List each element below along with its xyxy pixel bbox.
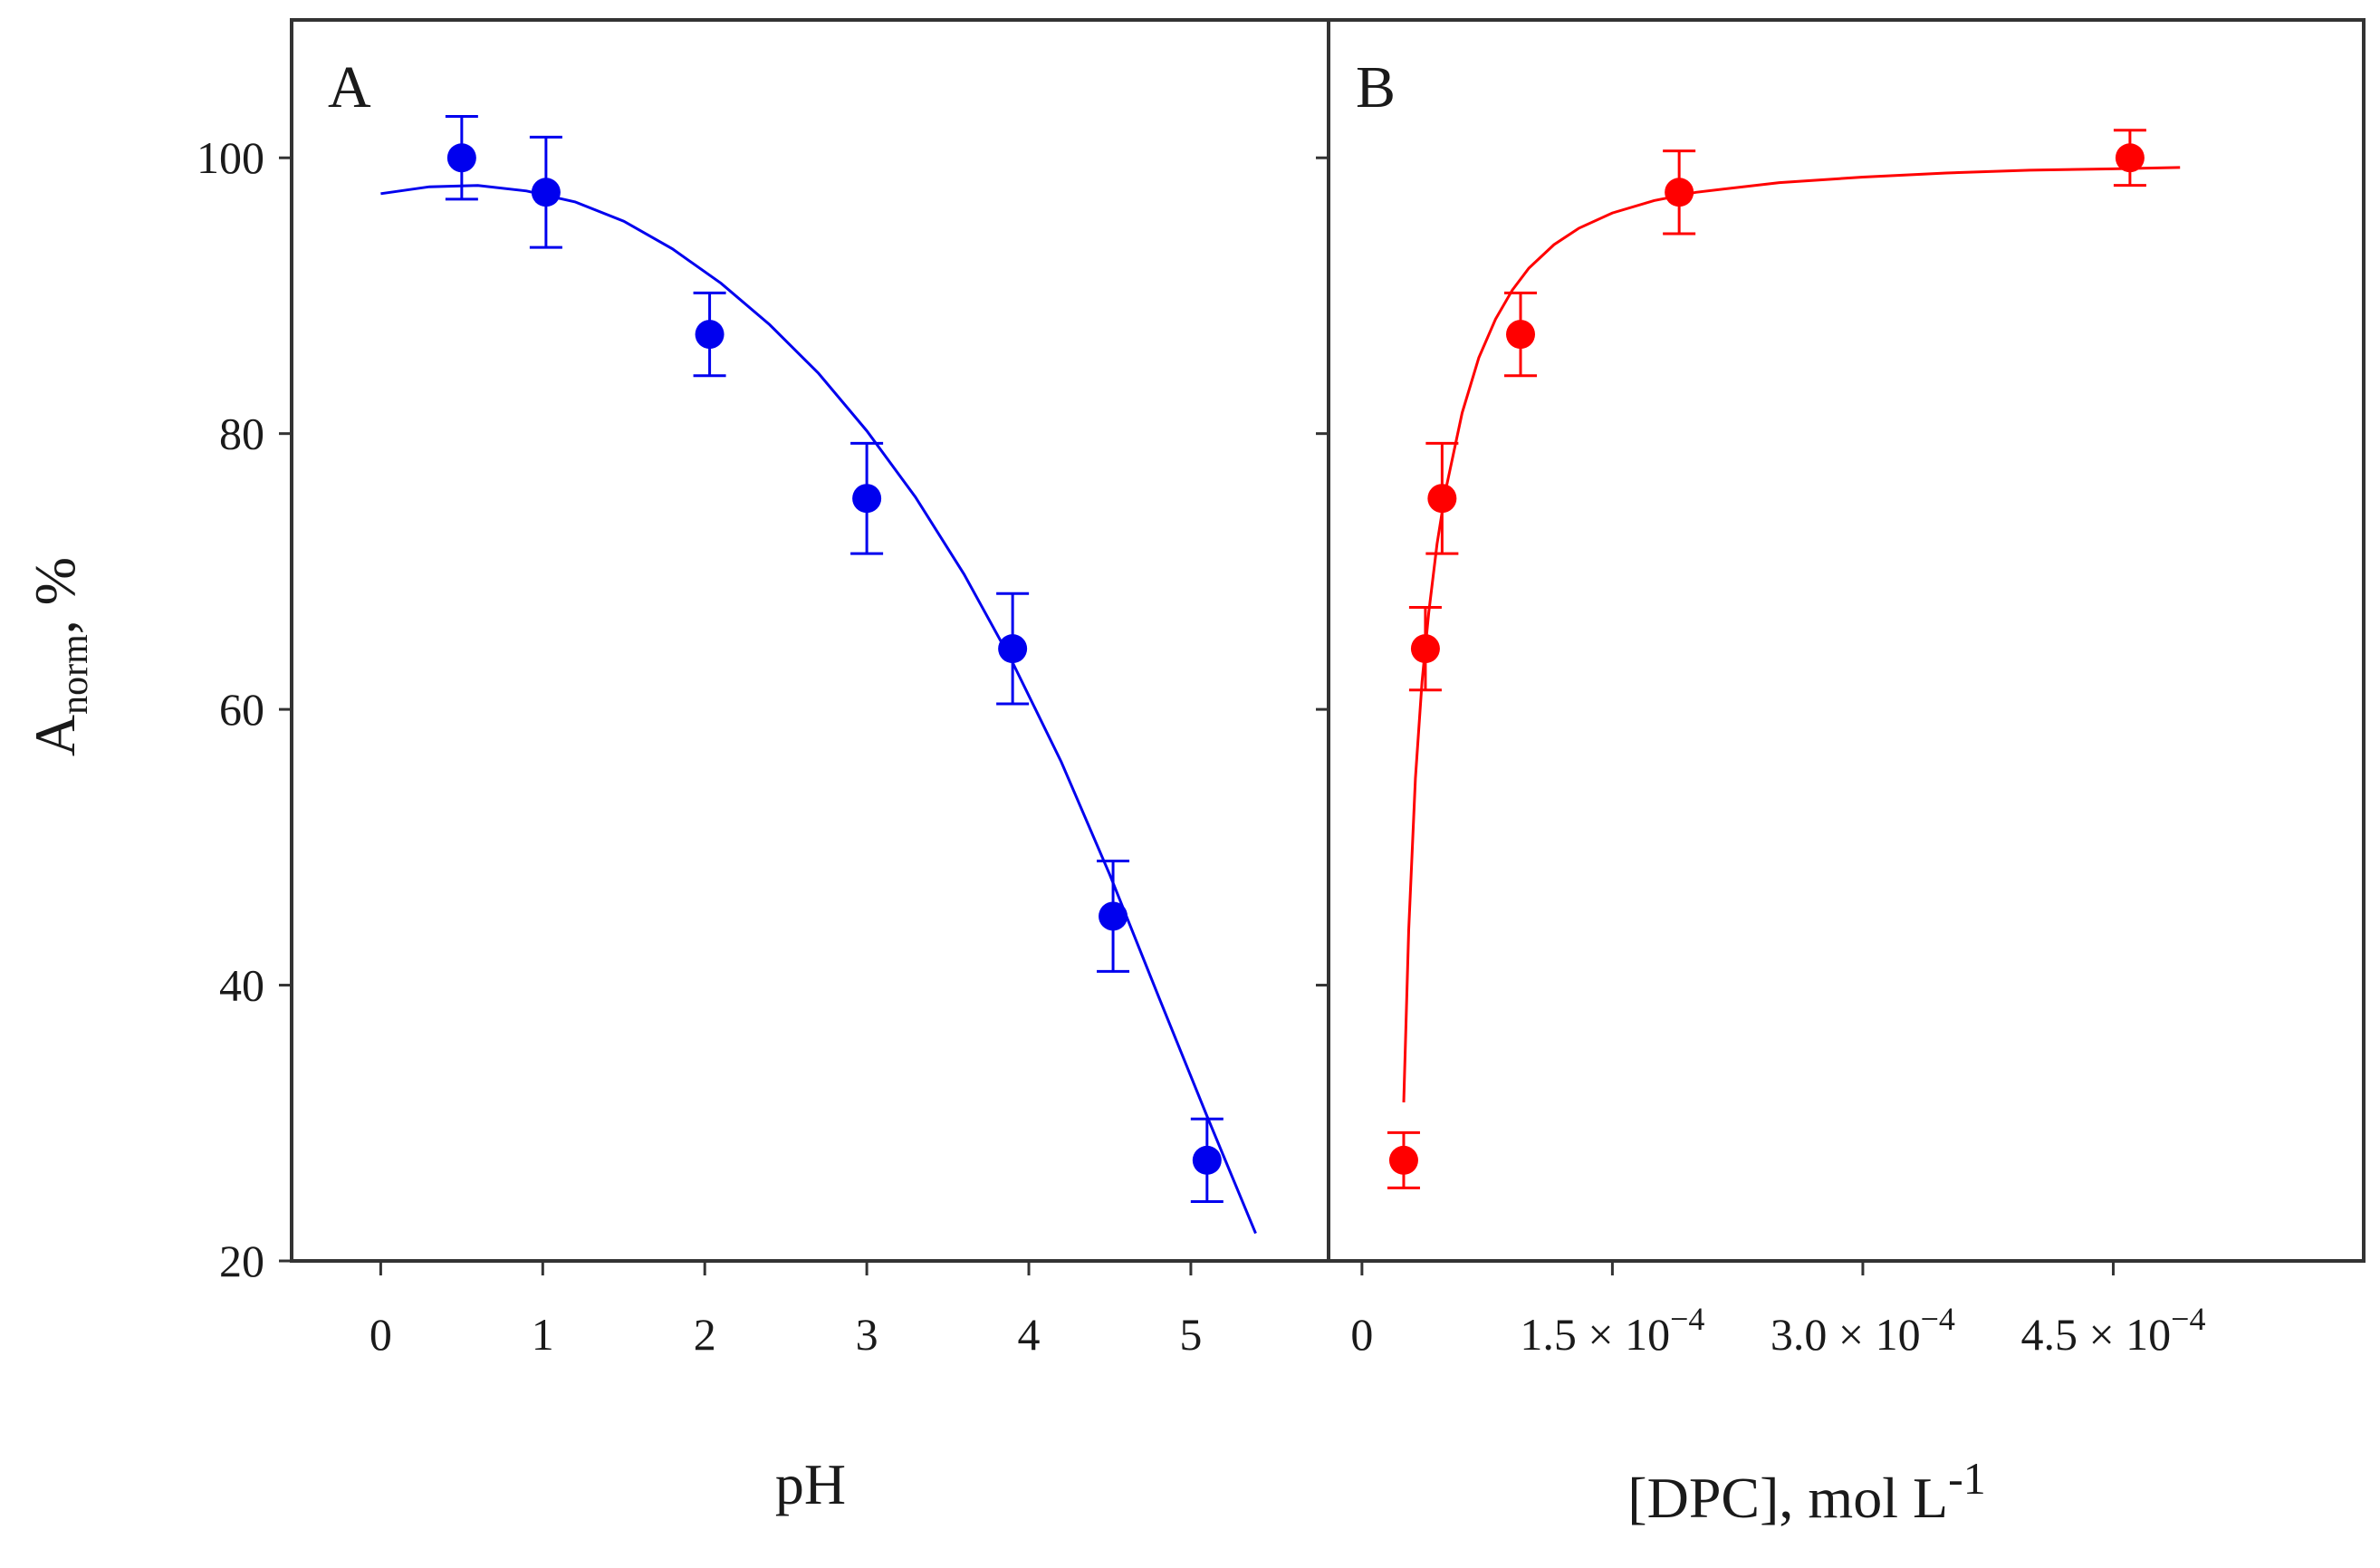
x-tick-label: 3 bbox=[856, 1309, 878, 1360]
y-tick-label: 20 bbox=[219, 1236, 264, 1286]
panel-a-data-point bbox=[1192, 1145, 1222, 1175]
panel-a-data-point bbox=[531, 178, 561, 207]
panel-b-data-point bbox=[1506, 320, 1536, 350]
panel-a-plot: 20 40 60 80 100 0 1 2 3 4 5 bbox=[197, 115, 1257, 1360]
x-tick-label: 3.0 × 10−4 bbox=[1771, 1301, 1955, 1360]
panel-b-data-point bbox=[1388, 1145, 1418, 1175]
y-axis-title-main: A bbox=[23, 715, 87, 756]
x-axis-title-a: pH bbox=[775, 1452, 846, 1516]
y-axis-title-sub: norm bbox=[54, 634, 96, 715]
x-tick-label: 4 bbox=[1018, 1309, 1041, 1360]
x-axis-title-b: [DPC], mol L-1 bbox=[1627, 1453, 1985, 1530]
panel-a-fit-curve bbox=[380, 184, 1257, 1235]
panel-a-data-point bbox=[446, 143, 476, 173]
x-tick-exponent: −4 bbox=[1670, 1301, 1704, 1337]
y-tick-label: 60 bbox=[219, 684, 264, 735]
x-tick-label: 0 bbox=[1350, 1309, 1373, 1360]
x-tick-label: 1.5 × 10−4 bbox=[1520, 1301, 1704, 1360]
x-axis-title-b-main: [DPC], mol L bbox=[1627, 1466, 1948, 1530]
x-tick-exponent: −4 bbox=[2171, 1301, 2205, 1337]
panel-b-plot: 0 1.5 × 10−4 3.0 × 10−4 4.5 × 10−4 bbox=[1316, 129, 2205, 1360]
panel-b-data-point bbox=[2115, 143, 2145, 173]
panel-a-label: A bbox=[328, 54, 371, 120]
panel-b-data-point bbox=[1665, 178, 1694, 207]
y-axis-title: Anorm, % bbox=[23, 557, 96, 756]
x-tick-label: 0 bbox=[369, 1309, 392, 1360]
panel-b-frame bbox=[1327, 18, 2366, 1263]
x-tick-label: 4.5 × 10−4 bbox=[2020, 1301, 2205, 1360]
panel-b-data-point bbox=[1410, 634, 1440, 664]
x-axis-title-b-sup: -1 bbox=[1948, 1453, 1986, 1504]
x-tick-exponent: −4 bbox=[1921, 1301, 1955, 1337]
panel-a-data-point bbox=[695, 320, 725, 350]
y-tick-label: 80 bbox=[219, 409, 264, 459]
panel-b-label: B bbox=[1356, 54, 1396, 120]
panel-b-data-point bbox=[1427, 484, 1457, 514]
x-tick-label: 1 bbox=[532, 1309, 554, 1360]
x-tick-label: 5 bbox=[1179, 1309, 1202, 1360]
panel-a-frame bbox=[290, 18, 1330, 1263]
y-axis-title-suffix: , % bbox=[23, 557, 87, 634]
y-tick-label: 40 bbox=[219, 960, 264, 1011]
panel-a-data-point bbox=[852, 484, 882, 514]
x-tick-label: 2 bbox=[694, 1309, 716, 1360]
panel-a-data-point bbox=[998, 634, 1028, 664]
y-tick-label: 100 bbox=[197, 132, 264, 183]
panel-a-data-point bbox=[1099, 901, 1128, 931]
